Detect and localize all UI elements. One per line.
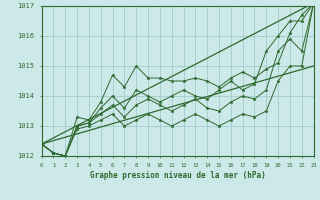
X-axis label: Graphe pression niveau de la mer (hPa): Graphe pression niveau de la mer (hPa): [90, 171, 266, 180]
